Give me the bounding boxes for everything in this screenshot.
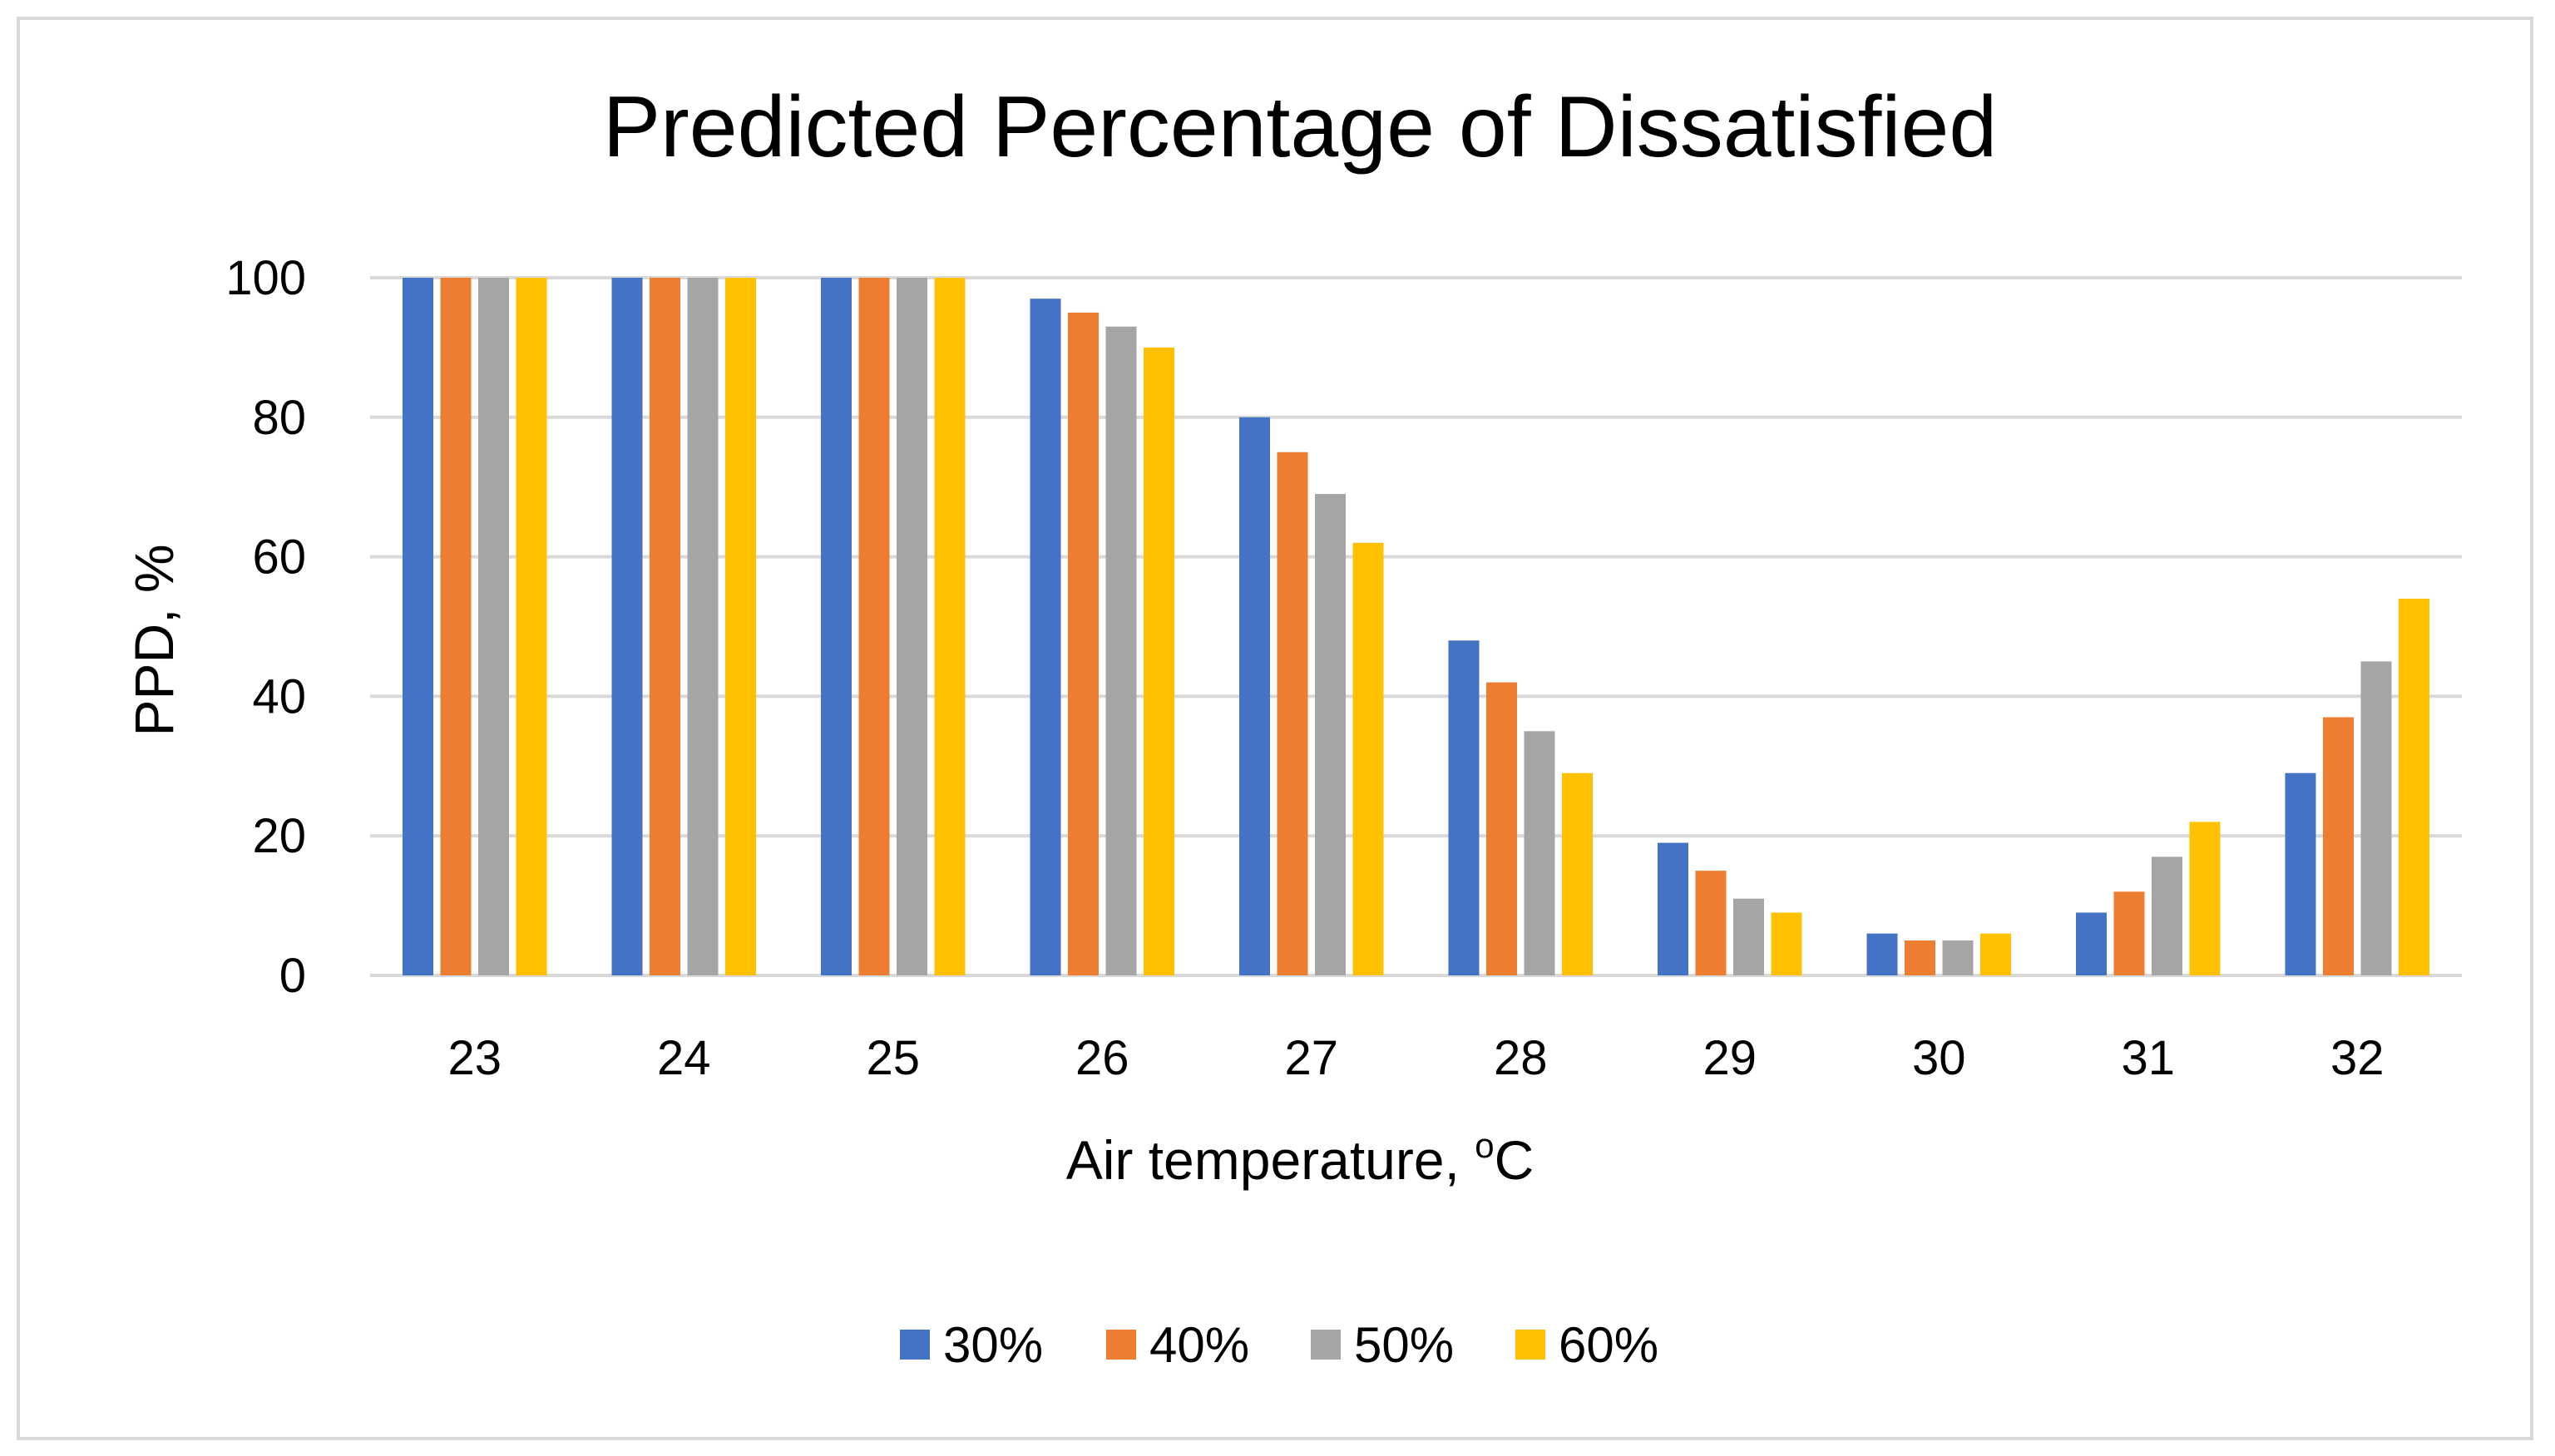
y-tick-label: 20 — [252, 809, 306, 863]
x-tick-label: 25 — [866, 1031, 920, 1085]
bar-29-60pct — [1771, 912, 1802, 975]
bar-30-30pct — [1866, 933, 1898, 975]
bar-23-30pct — [403, 278, 433, 975]
legend-label: 30% — [943, 1317, 1043, 1373]
legend: 30% 40% 50% 60% — [900, 1317, 1658, 1373]
legend-label: 40% — [1149, 1317, 1249, 1373]
bar-24-50pct — [687, 278, 719, 975]
bar-32-30pct — [2285, 772, 2316, 975]
bar-31-40pct — [2113, 891, 2145, 975]
bar-24-30pct — [611, 278, 643, 975]
bar-25-60pct — [934, 278, 966, 975]
x-tick-label: 28 — [1494, 1031, 1548, 1085]
y-tick-label: 60 — [252, 531, 306, 585]
bars — [403, 278, 2429, 976]
bar-27-60pct — [1352, 542, 1384, 975]
legend-label: 50% — [1354, 1317, 1454, 1373]
x-tick-label: 23 — [447, 1031, 502, 1085]
x-tick-label: 24 — [657, 1031, 711, 1085]
x-tick-label: 27 — [1284, 1031, 1338, 1085]
x-axis-label-unit: C — [1495, 1129, 1534, 1191]
bar-29-50pct — [1733, 898, 1764, 975]
bar-26-50pct — [1105, 326, 1137, 976]
x-axis-label-superscript: o — [1475, 1126, 1494, 1165]
bar-28-50pct — [1524, 731, 1555, 975]
bar-25-50pct — [897, 278, 927, 975]
bar-26-30pct — [1030, 299, 1061, 975]
y-tick-label: 40 — [252, 669, 306, 723]
legend-label: 60% — [1559, 1317, 1658, 1373]
bar-27-50pct — [1315, 494, 1346, 975]
bar-26-60pct — [1144, 347, 1174, 975]
bar-32-50pct — [2360, 661, 2392, 975]
legend-swatch — [900, 1330, 930, 1360]
bar-23-50pct — [478, 278, 509, 975]
bar-32-40pct — [2323, 717, 2354, 975]
bar-23-40pct — [440, 278, 472, 975]
bar-27-30pct — [1239, 417, 1270, 975]
x-tick-label: 30 — [1912, 1031, 1966, 1085]
x-tick-label: 29 — [1703, 1031, 1757, 1085]
bar-28-60pct — [1562, 772, 1593, 975]
bar-30-50pct — [1942, 940, 1974, 975]
y-tick-labels: 0 20 40 60 80 100 — [225, 251, 306, 1003]
chart-frame — [17, 17, 2533, 1440]
bar-32-60pct — [2399, 598, 2429, 975]
y-tick-label: 100 — [225, 251, 306, 305]
y-tick-label: 0 — [279, 949, 306, 1003]
x-tick-labels: 23 24 25 26 27 28 29 30 31 32 — [447, 1031, 2384, 1085]
bar-25-40pct — [858, 278, 890, 975]
x-tick-label: 26 — [1075, 1031, 1129, 1085]
y-tick-label: 80 — [252, 391, 306, 445]
bar-30-40pct — [1905, 940, 1935, 975]
bar-30-60pct — [1980, 933, 2011, 975]
bar-24-60pct — [725, 278, 756, 975]
bar-29-30pct — [1658, 842, 1688, 975]
bar-31-30pct — [2076, 912, 2107, 975]
bar-27-40pct — [1277, 452, 1308, 975]
x-tick-label: 31 — [2121, 1031, 2175, 1085]
bar-28-30pct — [1448, 640, 1480, 975]
legend-swatch — [1311, 1330, 1341, 1360]
bar-23-60pct — [516, 278, 547, 975]
chart-title: Predicted Percentage of Dissatisfied — [603, 79, 1997, 175]
bar-31-50pct — [2152, 856, 2182, 975]
legend-swatch — [1515, 1330, 1545, 1360]
bar-24-40pct — [650, 278, 680, 975]
bar-31-60pct — [2189, 822, 2221, 975]
x-tick-label: 32 — [2330, 1031, 2385, 1085]
bar-29-40pct — [1695, 871, 1727, 975]
x-axis-label: Air temperature, oC — [1066, 1126, 1534, 1191]
y-axis-label: PPD, % — [123, 544, 185, 736]
bar-28-40pct — [1486, 682, 1517, 975]
bar-26-40pct — [1068, 312, 1099, 975]
x-axis-label-text: Air temperature, — [1066, 1129, 1475, 1191]
legend-swatch — [1106, 1330, 1136, 1360]
bar-25-30pct — [821, 278, 852, 975]
gridlines — [370, 276, 2462, 977]
